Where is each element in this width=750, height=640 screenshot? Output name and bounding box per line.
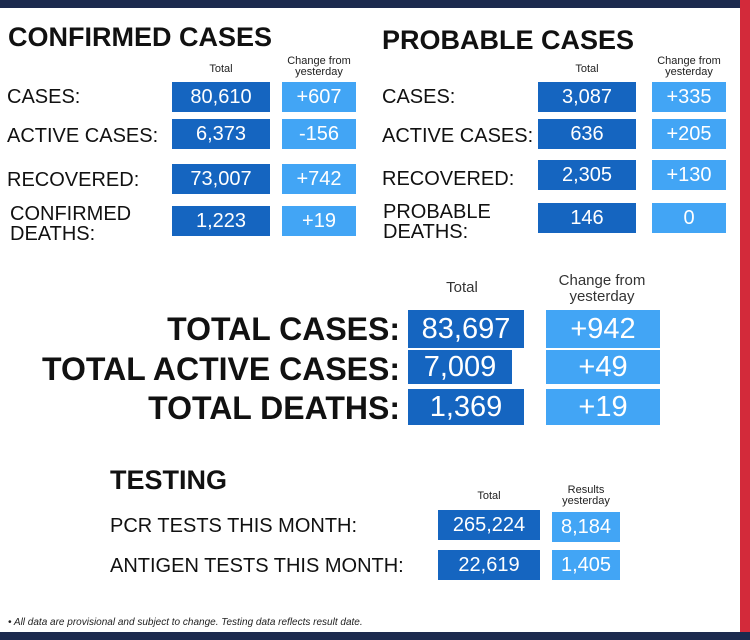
total-cases-total: 83,697 bbox=[408, 310, 524, 348]
probable-deaths-label-line1: PROBABLE bbox=[383, 201, 491, 223]
total-cases-label: TOTAL CASES: bbox=[167, 311, 400, 347]
probable-change-header-line1: Change from bbox=[657, 55, 721, 67]
footer-note: • All data are provisional and subject t… bbox=[8, 617, 363, 628]
total-cases-change: +942 bbox=[546, 310, 660, 348]
probable-cases-change: +335 bbox=[652, 82, 726, 112]
confirmed-change-header-line2: yesterday bbox=[295, 66, 343, 78]
confirmed-recovered-change: +742 bbox=[282, 164, 356, 194]
total-active-cases-change: +49 bbox=[546, 350, 660, 384]
confirmed-change-header: Change from yesterday bbox=[282, 56, 356, 78]
probable-recovered-label: RECOVERED: bbox=[382, 168, 515, 190]
total-deaths-change: +19 bbox=[546, 389, 660, 425]
confirmed-change-header-line1: Change from bbox=[287, 55, 351, 67]
probable-deaths-total: 146 bbox=[538, 203, 636, 233]
confirmed-recovered-label: RECOVERED: bbox=[7, 169, 140, 191]
totals-total-header: Total bbox=[446, 279, 478, 296]
testing-results-header: Results yesterday bbox=[552, 485, 620, 507]
right-accent-bar bbox=[740, 0, 750, 640]
confirmed-active-change: -156 bbox=[282, 119, 356, 149]
pcr-tests-total: 265,224 bbox=[438, 510, 540, 540]
confirmed-cases-total: 80,610 bbox=[172, 82, 270, 112]
confirmed-active-total: 6,373 bbox=[172, 119, 270, 149]
probable-deaths-change: 0 bbox=[652, 203, 726, 233]
confirmed-deaths-label-line1: CONFIRMED bbox=[10, 203, 132, 225]
totals-change-header-line2: yesterday bbox=[569, 288, 635, 305]
probable-recovered-change: +130 bbox=[652, 160, 726, 190]
testing-total-header: Total bbox=[477, 490, 501, 502]
total-deaths-total: 1,369 bbox=[408, 389, 524, 425]
antigen-tests-label: ANTIGEN TESTS THIS MONTH: bbox=[110, 555, 404, 577]
confirmed-deaths-label: CONFIRMED DEATHS: bbox=[10, 204, 131, 244]
total-active-cases-label: TOTAL ACTIVE CASES: bbox=[42, 351, 400, 387]
pcr-tests-label: PCR TESTS THIS MONTH: bbox=[110, 515, 358, 537]
probable-active-change: +205 bbox=[652, 119, 726, 149]
probable-recovered-total: 2,305 bbox=[538, 160, 636, 190]
probable-total-header: Total bbox=[575, 63, 599, 75]
total-deaths-label: TOTAL DEATHS: bbox=[148, 390, 400, 426]
confirmed-deaths-change: +19 bbox=[282, 206, 356, 236]
testing-title: TESTING bbox=[110, 465, 228, 495]
confirmed-cases-change: +607 bbox=[282, 82, 356, 112]
confirmed-cases-label: CASES: bbox=[7, 86, 81, 108]
probable-active-label: ACTIVE CASES: bbox=[382, 125, 534, 147]
probable-change-header-line2: yesterday bbox=[665, 66, 713, 78]
total-active-cases-total: 7,009 bbox=[408, 350, 512, 384]
confirmed-recovered-total: 73,007 bbox=[172, 164, 270, 194]
confirmed-cases-title: CONFIRMED CASES bbox=[8, 22, 273, 52]
pcr-tests-results: 8,184 bbox=[552, 512, 620, 542]
probable-change-header: Change from yesterday bbox=[652, 56, 726, 78]
bottom-border-bar bbox=[0, 632, 750, 640]
probable-deaths-label-line2: DEATHS: bbox=[383, 221, 469, 243]
probable-active-total: 636 bbox=[538, 119, 636, 149]
probable-cases-title: PROBABLE CASES bbox=[382, 25, 635, 55]
probable-cases-total: 3,087 bbox=[538, 82, 636, 112]
totals-change-header-line1: Change from bbox=[558, 272, 646, 289]
confirmed-active-label: ACTIVE CASES: bbox=[7, 125, 159, 147]
probable-cases-label: CASES: bbox=[382, 86, 456, 108]
antigen-tests-results: 1,405 bbox=[552, 550, 620, 580]
confirmed-deaths-total: 1,223 bbox=[172, 206, 270, 236]
antigen-tests-total: 22,619 bbox=[438, 550, 540, 580]
testing-results-header-line2: yesterday bbox=[562, 495, 610, 507]
probable-deaths-label: PROBABLE DEATHS: bbox=[383, 202, 491, 242]
top-border-bar bbox=[0, 0, 750, 8]
testing-results-header-line1: Results bbox=[567, 484, 605, 496]
confirmed-deaths-label-line2: DEATHS: bbox=[10, 223, 96, 245]
totals-change-header: Change from yesterday bbox=[546, 273, 658, 305]
confirmed-total-header: Total bbox=[209, 63, 233, 75]
